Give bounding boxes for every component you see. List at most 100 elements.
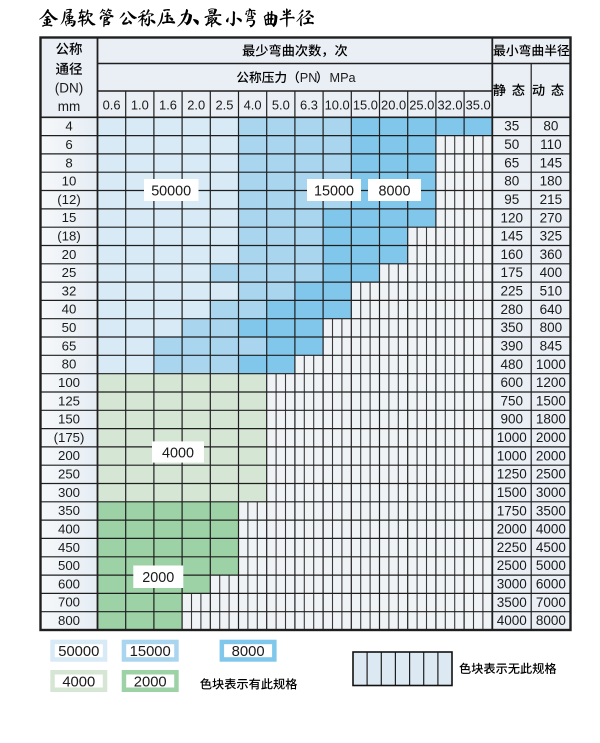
svg-text:7000: 7000: [536, 595, 566, 610]
svg-text:1500: 1500: [536, 393, 566, 408]
svg-text:25.0: 25.0: [409, 97, 434, 112]
svg-text:2000: 2000: [536, 448, 566, 463]
svg-text:600: 600: [58, 576, 80, 591]
svg-text:1000: 1000: [497, 448, 527, 463]
svg-text:600: 600: [501, 375, 524, 390]
svg-text:325: 325: [540, 229, 563, 244]
svg-text:450: 450: [58, 540, 80, 555]
svg-text:1.6: 1.6: [159, 97, 177, 112]
svg-text:2000: 2000: [536, 430, 566, 445]
svg-text:3500: 3500: [536, 503, 566, 518]
svg-text:360: 360: [540, 247, 563, 262]
svg-text:480: 480: [501, 357, 524, 372]
svg-text:50000: 50000: [151, 182, 191, 199]
svg-text:10.0: 10.0: [325, 97, 350, 112]
svg-text:40: 40: [62, 302, 77, 317]
svg-text:500: 500: [58, 558, 80, 573]
svg-text:845: 845: [540, 339, 563, 354]
svg-text:4000: 4000: [497, 613, 527, 628]
svg-text:8000: 8000: [379, 182, 411, 199]
svg-text:180: 180: [540, 174, 563, 189]
svg-text:(18): (18): [57, 229, 80, 244]
svg-text:PN: PN: [300, 71, 318, 85]
svg-text:2000: 2000: [134, 674, 167, 690]
svg-text:(175): (175): [54, 430, 85, 445]
svg-text:15000: 15000: [314, 182, 354, 199]
svg-text:900: 900: [501, 412, 524, 427]
svg-text:8000: 8000: [536, 613, 566, 628]
svg-text:(DN): (DN): [55, 80, 84, 95]
svg-text:4000: 4000: [62, 674, 95, 690]
svg-text:3000: 3000: [497, 577, 527, 592]
svg-text:50000: 50000: [58, 644, 99, 660]
svg-text:4: 4: [65, 119, 72, 134]
svg-text:6.3: 6.3: [300, 97, 318, 112]
svg-text:100: 100: [58, 375, 80, 390]
svg-text:300: 300: [58, 485, 80, 500]
svg-text:6000: 6000: [536, 577, 566, 592]
svg-text:2.5: 2.5: [215, 97, 233, 112]
svg-text:0.6: 0.6: [103, 97, 121, 112]
svg-text:15: 15: [62, 210, 77, 225]
svg-text:1250: 1250: [497, 467, 527, 482]
svg-text:700: 700: [58, 595, 80, 610]
svg-text:250: 250: [58, 467, 80, 482]
svg-text:10: 10: [62, 174, 77, 189]
svg-text:35: 35: [504, 119, 519, 134]
svg-text:400: 400: [540, 265, 563, 280]
svg-text:510: 510: [540, 284, 563, 299]
svg-text:3500: 3500: [497, 595, 527, 610]
svg-text:270: 270: [540, 210, 563, 225]
svg-text:1200: 1200: [536, 375, 566, 390]
svg-text:65: 65: [504, 155, 519, 170]
svg-text:200: 200: [58, 448, 80, 463]
svg-text:1.0: 1.0: [131, 97, 149, 112]
svg-text:1500: 1500: [497, 485, 527, 500]
svg-text:640: 640: [540, 302, 563, 317]
svg-text:120: 120: [501, 210, 524, 225]
svg-text:6: 6: [65, 137, 72, 152]
svg-text:1000: 1000: [536, 357, 566, 372]
svg-text:80: 80: [543, 119, 558, 134]
svg-text:350: 350: [501, 320, 524, 335]
svg-text:25: 25: [62, 265, 77, 280]
svg-text:15.0: 15.0: [353, 97, 378, 112]
svg-text:65: 65: [62, 338, 77, 353]
svg-text:145: 145: [540, 155, 563, 170]
svg-text:2.0: 2.0: [187, 97, 205, 112]
svg-text:32: 32: [62, 283, 77, 298]
svg-text:4000: 4000: [536, 522, 566, 537]
svg-text:400: 400: [58, 522, 80, 537]
svg-text:160: 160: [501, 247, 524, 262]
svg-text:110: 110: [540, 137, 562, 152]
svg-text:1000: 1000: [497, 430, 527, 445]
svg-text:5000: 5000: [536, 558, 566, 573]
svg-text:800: 800: [540, 320, 563, 335]
svg-text:15000: 15000: [130, 644, 171, 660]
svg-text:215: 215: [540, 192, 563, 207]
svg-text:2250: 2250: [497, 540, 527, 555]
svg-text:1800: 1800: [536, 412, 566, 427]
svg-text:4500: 4500: [536, 540, 566, 555]
svg-text:95: 95: [504, 192, 519, 207]
svg-text:280: 280: [501, 302, 524, 317]
svg-text:2500: 2500: [536, 467, 566, 482]
svg-text:4000: 4000: [162, 444, 194, 461]
svg-text:125: 125: [58, 393, 80, 408]
svg-text:750: 750: [501, 393, 524, 408]
svg-text:8: 8: [65, 155, 72, 170]
svg-text:3000: 3000: [536, 485, 566, 500]
svg-text:175: 175: [501, 265, 524, 280]
svg-text:80: 80: [62, 357, 77, 372]
svg-text:MPa: MPa: [330, 71, 357, 85]
svg-text:5.0: 5.0: [272, 97, 290, 112]
svg-text:4.0: 4.0: [244, 97, 262, 112]
svg-text:350: 350: [58, 503, 80, 518]
svg-text:150: 150: [58, 412, 80, 427]
svg-text:(12): (12): [57, 192, 80, 207]
svg-text:mm: mm: [58, 99, 81, 114]
svg-text:2500: 2500: [497, 558, 527, 573]
svg-text:2000: 2000: [142, 569, 174, 586]
svg-text:225: 225: [501, 284, 524, 299]
svg-text:35.0: 35.0: [466, 97, 491, 112]
